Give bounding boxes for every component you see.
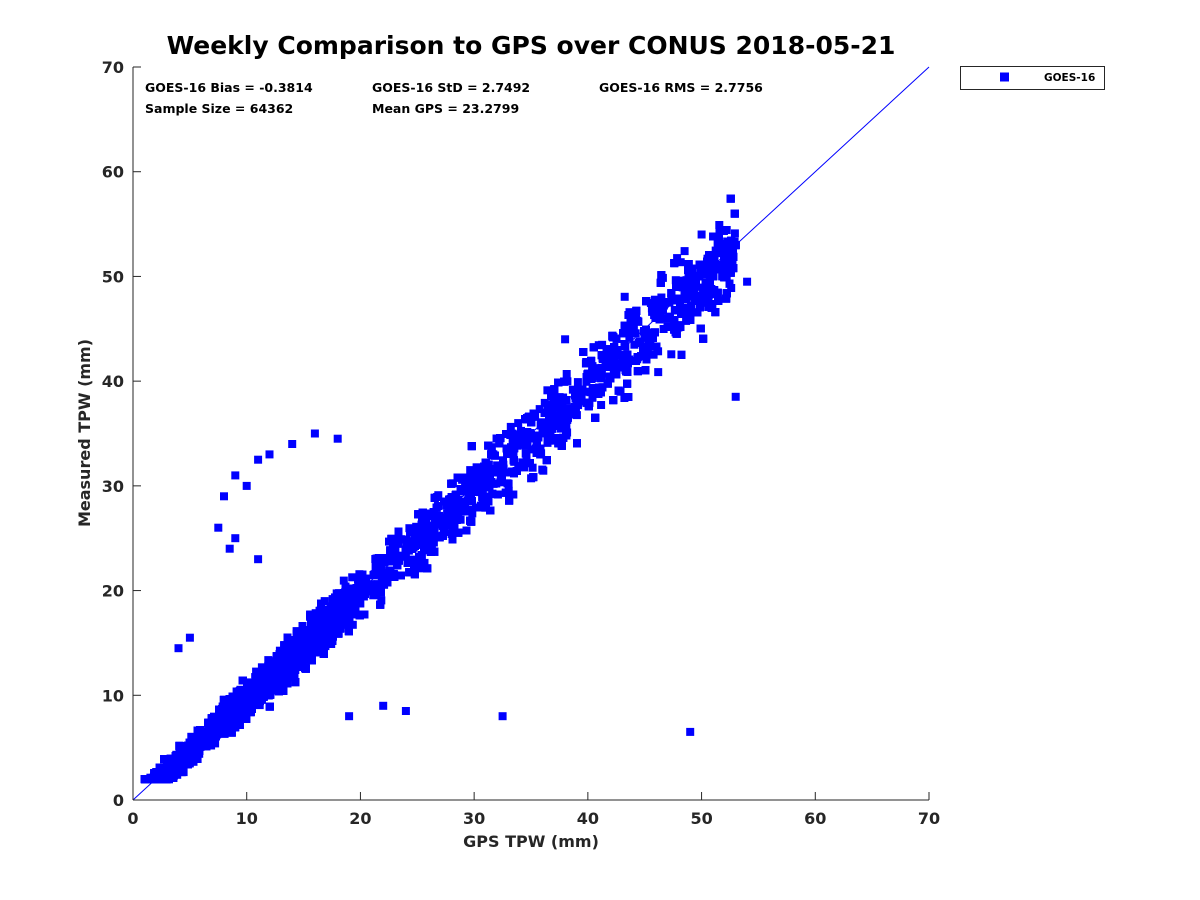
scatter-point <box>625 333 634 342</box>
scatter-point <box>521 449 530 458</box>
scatter-point <box>690 287 699 296</box>
scatter-point <box>620 292 629 301</box>
scatter-point <box>647 304 656 313</box>
scatter-point <box>657 293 666 302</box>
scatter-point <box>264 656 273 665</box>
scatter-point <box>676 258 685 267</box>
y-axis-label: Measured TPW (mm) <box>75 339 94 527</box>
scatter-point <box>506 422 515 431</box>
scatter-point <box>514 419 523 428</box>
scatter-point <box>493 461 502 470</box>
scatter-point <box>388 542 397 551</box>
scatter-point <box>543 386 552 395</box>
scatter-point <box>630 340 639 349</box>
scatter-point <box>659 325 668 333</box>
scatter-point <box>588 368 597 377</box>
scatter-point <box>348 573 357 582</box>
scatter-point <box>673 254 682 263</box>
scatter-point <box>649 350 658 359</box>
scatter-point <box>252 667 261 676</box>
scatter-point <box>520 463 529 472</box>
scatter-point <box>573 378 582 387</box>
scatter-point <box>232 687 241 696</box>
scatter-point <box>667 350 676 359</box>
scatter-point <box>531 412 540 421</box>
scatter-point <box>572 411 581 420</box>
scatter-point <box>582 358 591 366</box>
scatter-point <box>631 329 640 338</box>
scatter-point <box>730 229 739 238</box>
scatter-point <box>311 609 320 618</box>
scatter-point <box>485 483 494 492</box>
chart-title: Weekly Comparison to GPS over CONUS 2018… <box>167 31 896 60</box>
scatter-point <box>650 295 659 304</box>
scatter-point <box>597 401 606 409</box>
scatter-point <box>711 246 720 255</box>
scatter-point <box>527 445 536 454</box>
scatter-point <box>690 297 699 305</box>
scatter-point <box>562 370 571 378</box>
scatter-point <box>509 430 518 439</box>
scatter-point <box>727 284 736 292</box>
scatter-point <box>405 524 414 533</box>
scatter-point <box>334 629 343 638</box>
scatter-point <box>654 347 663 356</box>
scatter-point <box>715 221 724 229</box>
scatter-point <box>322 605 331 614</box>
scatter-point <box>514 462 523 471</box>
scatter-point <box>528 463 537 472</box>
scatter-point <box>438 522 447 531</box>
scatter-point <box>339 576 348 585</box>
scatter-point <box>588 393 597 402</box>
scatter-point <box>667 294 676 303</box>
scatter-point <box>420 558 429 567</box>
scatter-point <box>584 387 593 396</box>
scatter-point <box>410 562 418 571</box>
scatter-point <box>492 479 501 488</box>
scatter-point <box>687 292 696 301</box>
scatter-point <box>671 276 680 285</box>
scatter-point <box>412 522 421 531</box>
scatter-point <box>535 405 544 414</box>
scatter-point <box>714 260 723 269</box>
scatter-point <box>503 479 512 488</box>
scatter-point <box>499 456 507 465</box>
scatter-point <box>538 465 547 474</box>
scatter-point <box>211 739 220 748</box>
scatter-point <box>472 503 480 512</box>
scatter-point <box>665 298 674 307</box>
scatter-point <box>598 340 607 349</box>
scatter-point <box>687 301 695 310</box>
scatter-point <box>680 247 689 256</box>
scatter-point <box>179 768 188 777</box>
scatter-point <box>538 429 547 438</box>
scatter-point <box>654 368 663 377</box>
scatter-point <box>435 511 444 520</box>
x-axis-label: GPS TPW (mm) <box>463 832 599 851</box>
scatter-point <box>517 426 525 435</box>
scatter-point <box>377 596 386 605</box>
scatter-point <box>518 458 527 467</box>
scatter-point <box>402 535 411 544</box>
